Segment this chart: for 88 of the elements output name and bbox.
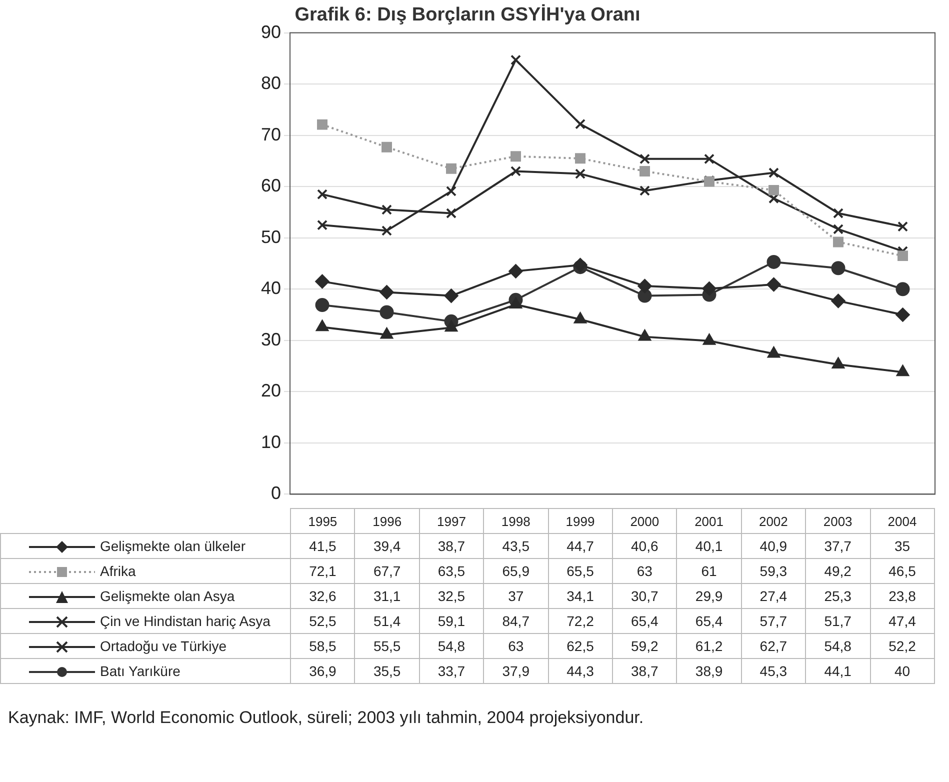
x-tick-label: 1997 (419, 508, 484, 534)
data-label: 47,4 (870, 608, 934, 634)
data-label: 51,7 (806, 608, 870, 634)
data-label: 38,7 (612, 658, 677, 684)
data-label: 51,4 (354, 608, 420, 634)
data-label: 35,5 (354, 658, 420, 684)
data-label: 37,9 (484, 658, 548, 684)
data-label: 65,4 (676, 608, 742, 634)
data-label: 54,8 (419, 634, 484, 658)
data-label: 67,7 (354, 558, 420, 584)
y-tick-label: 90 (260, 22, 281, 42)
data-label: 49,2 (806, 558, 870, 584)
data-label: 29,9 (676, 584, 742, 608)
data-label: 72,1 (290, 558, 355, 584)
data-label: 59,1 (419, 608, 484, 634)
data-label: 59,2 (612, 634, 677, 658)
data-label: 61,2 (676, 634, 742, 658)
data-label: 72,2 (548, 608, 612, 634)
data-label: 40 (870, 658, 934, 684)
data-label: 63 (612, 558, 677, 584)
x-tick-label: 2000 (612, 508, 677, 534)
data-label: 25,3 (806, 584, 870, 608)
x-tick-label: 2001 (676, 508, 742, 534)
data-label: 54,8 (806, 634, 870, 658)
y-tick-label: 50 (260, 226, 281, 247)
data-label: 44,1 (806, 658, 870, 684)
data-label: 45,3 (741, 658, 806, 684)
legend-label: Ortadoğu ve Türkiye (0, 634, 290, 658)
y-tick-label: 60 (260, 176, 281, 196)
x-tick-label: 2002 (741, 508, 806, 534)
data-label: 33,7 (419, 658, 484, 684)
data-label: 39,4 (354, 534, 420, 558)
data-label: 34,1 (548, 584, 612, 608)
data-label: 62,7 (741, 634, 806, 658)
y-tick-label: 80 (260, 73, 281, 94)
data-label: 65,4 (612, 608, 677, 634)
data-label: 35 (870, 534, 934, 558)
data-label: 63,5 (419, 558, 484, 584)
text: Kaynak: IMF, World Economic Outlook, süreli; 2003 yılı tahmin, 2004 projeksiyondur. (8, 708, 645, 728)
y-tick-label: 40 (260, 278, 281, 298)
data-label: 40,9 (741, 534, 806, 558)
x-tick-label: 1999 (548, 508, 612, 534)
y-tick-label: 20 (260, 380, 281, 401)
x-tick-label: 1998 (484, 508, 548, 534)
data-label: 38,7 (419, 534, 484, 558)
data-label: 55,5 (354, 634, 420, 658)
x-tick-label: 1996 (354, 508, 420, 534)
legend-label: Çin ve Hindistan hariç Asya (0, 608, 290, 634)
data-label: 61 (676, 558, 742, 584)
data-label: 57,7 (741, 608, 806, 634)
data-label: 46,5 (870, 558, 934, 584)
y-tick-label: 70 (260, 124, 281, 144)
y-tick-label: 10 (260, 432, 281, 452)
data-label: 44,7 (548, 534, 612, 558)
chart-title: Grafik 6: Dış Borçların GSYİH'ya Oranı (294, 4, 640, 26)
data-label: 63 (484, 634, 548, 658)
y-tick-label: 0 (270, 483, 281, 504)
data-label: 32,5 (419, 584, 484, 608)
data-label: 32,6 (290, 584, 355, 608)
data-label: 52,2 (870, 634, 934, 658)
data-label: 27,4 (741, 584, 806, 608)
data-label: 38,9 (676, 658, 742, 684)
y-tick-label: 30 (260, 329, 281, 350)
legend-label: Batı Yarıküre (0, 658, 290, 684)
data-label: 43,5 (484, 534, 548, 558)
data-label: 37,7 (806, 534, 870, 558)
data-label: 36,9 (290, 658, 355, 684)
data-label: 65,9 (484, 558, 548, 584)
x-tick-label: 2003 (806, 508, 870, 534)
data-label: 31,1 (354, 584, 420, 608)
legend-label: Afrika (0, 558, 290, 584)
data-label: 52,5 (290, 608, 355, 634)
data-label: 30,7 (612, 584, 677, 608)
x-tick-label: 2004 (870, 508, 934, 534)
data-label: 84,7 (484, 608, 548, 634)
data-label: 65,5 (548, 558, 612, 584)
data-label: 40,1 (676, 534, 742, 558)
data-label: 58,5 (290, 634, 355, 658)
data-label: 44,3 (548, 658, 612, 684)
legend-label: Gelişmekte olan Asya (0, 584, 290, 608)
data-label: 37 (484, 584, 548, 608)
data-label: 41,5 (290, 534, 355, 558)
x-tick-label: 1995 (290, 508, 355, 534)
data-label: 23,8 (870, 584, 934, 608)
data-label: 62,5 (548, 634, 612, 658)
data-label: 59,3 (741, 558, 806, 584)
data-label: 40,6 (612, 534, 677, 558)
legend-label: Gelişmekte olan ülkeler (0, 534, 290, 558)
